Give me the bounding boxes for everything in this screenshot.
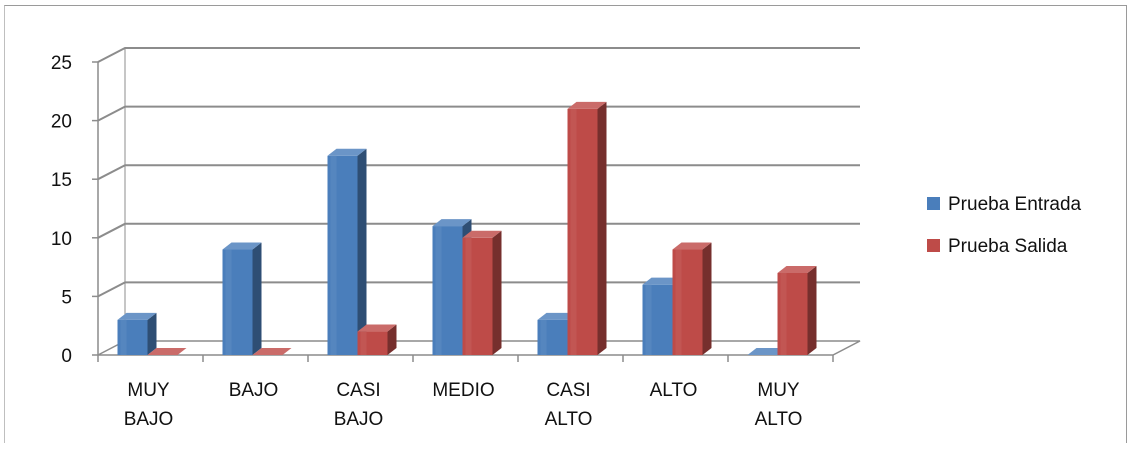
bar-salida-1 [252, 348, 292, 355]
bar-top [642, 277, 682, 285]
bar-side [357, 148, 367, 355]
gridline [97, 47, 860, 63]
x-tick-label: CASI BAJO [334, 380, 384, 430]
bar-highlight [675, 249, 682, 355]
bar-top [327, 148, 367, 156]
bar-highlight [360, 331, 367, 355]
y-tick-label: 15 [51, 170, 72, 191]
x-tick-label: MEDIO [432, 380, 494, 401]
legend-item-1: Prueba Salida [927, 236, 1068, 257]
bar-salida-4 [567, 101, 607, 355]
bar-top [462, 230, 502, 238]
bar-top [777, 265, 817, 273]
gridline [97, 281, 860, 298]
bar-highlight [465, 237, 472, 355]
bar-top [252, 348, 292, 355]
bar-highlight [330, 155, 337, 355]
bar-top [747, 348, 787, 355]
y-tick-label: 25 [51, 53, 72, 74]
bar-highlight [540, 319, 547, 355]
x-axis-labels: MUY BAJO BAJO CASI BAJO MEDIO CASI ALTO ALTO MUY A… [97, 355, 834, 430]
bar-top [432, 219, 472, 227]
bar-highlight [780, 272, 787, 355]
bar-side [252, 242, 262, 355]
bar-side [492, 230, 502, 355]
y-tick-label: 10 [51, 229, 72, 250]
legend-label: Prueba Salida [948, 236, 1068, 257]
bar-top [222, 242, 262, 250]
legend-label: Prueba Entrada [948, 194, 1082, 215]
x-tick-label: CASI ALTO [545, 380, 593, 430]
bar-top [672, 242, 712, 250]
y-tick-label: 0 [61, 346, 72, 367]
gridline [97, 105, 860, 122]
bar-entrada-2 [327, 148, 367, 355]
y-tick-label: 20 [51, 112, 72, 133]
bar-side [147, 312, 157, 355]
bar-salida-6 [777, 265, 817, 355]
bar-top [147, 348, 187, 355]
legend-swatch [927, 239, 940, 252]
gridline [97, 222, 860, 239]
gridline [97, 164, 860, 181]
y-tick-label: 5 [61, 287, 72, 308]
x-tick-label: MUY BAJO [124, 380, 174, 430]
bar-salida-3 [462, 230, 502, 355]
bar-side [597, 101, 607, 355]
bar-highlight [570, 108, 577, 355]
bar-top [357, 324, 397, 332]
legend-item-0: Prueba Entrada [927, 194, 1082, 215]
bar-entrada-1 [222, 242, 262, 355]
bars [117, 101, 817, 355]
x-tick-label: BAJO [229, 380, 279, 401]
bar-top [537, 312, 577, 320]
x-tick-label: ALTO [650, 380, 698, 401]
legend: Prueba Entrada Prueba Salida [927, 194, 1082, 257]
bar-side [387, 324, 397, 355]
bar-salida-5 [672, 242, 712, 355]
bar-salida-2 [357, 324, 397, 355]
bar-entrada-0 [117, 312, 157, 355]
gridlines [97, 47, 860, 298]
bar-highlight [435, 226, 442, 355]
bar-salida-0 [147, 348, 187, 355]
bar-highlight [120, 319, 127, 355]
bar-side [702, 242, 712, 355]
x-tick-label: MUY ALTO [755, 380, 803, 430]
bar-top [567, 101, 607, 109]
bar-highlight [645, 284, 652, 355]
y-axis-ticks: 0 5 10 15 20 25 [51, 53, 98, 367]
bar-side [807, 265, 817, 355]
bar-top [117, 312, 157, 320]
bar-highlight [225, 249, 232, 355]
bar-entrada-6 [747, 348, 787, 355]
legend-swatch [927, 197, 940, 210]
